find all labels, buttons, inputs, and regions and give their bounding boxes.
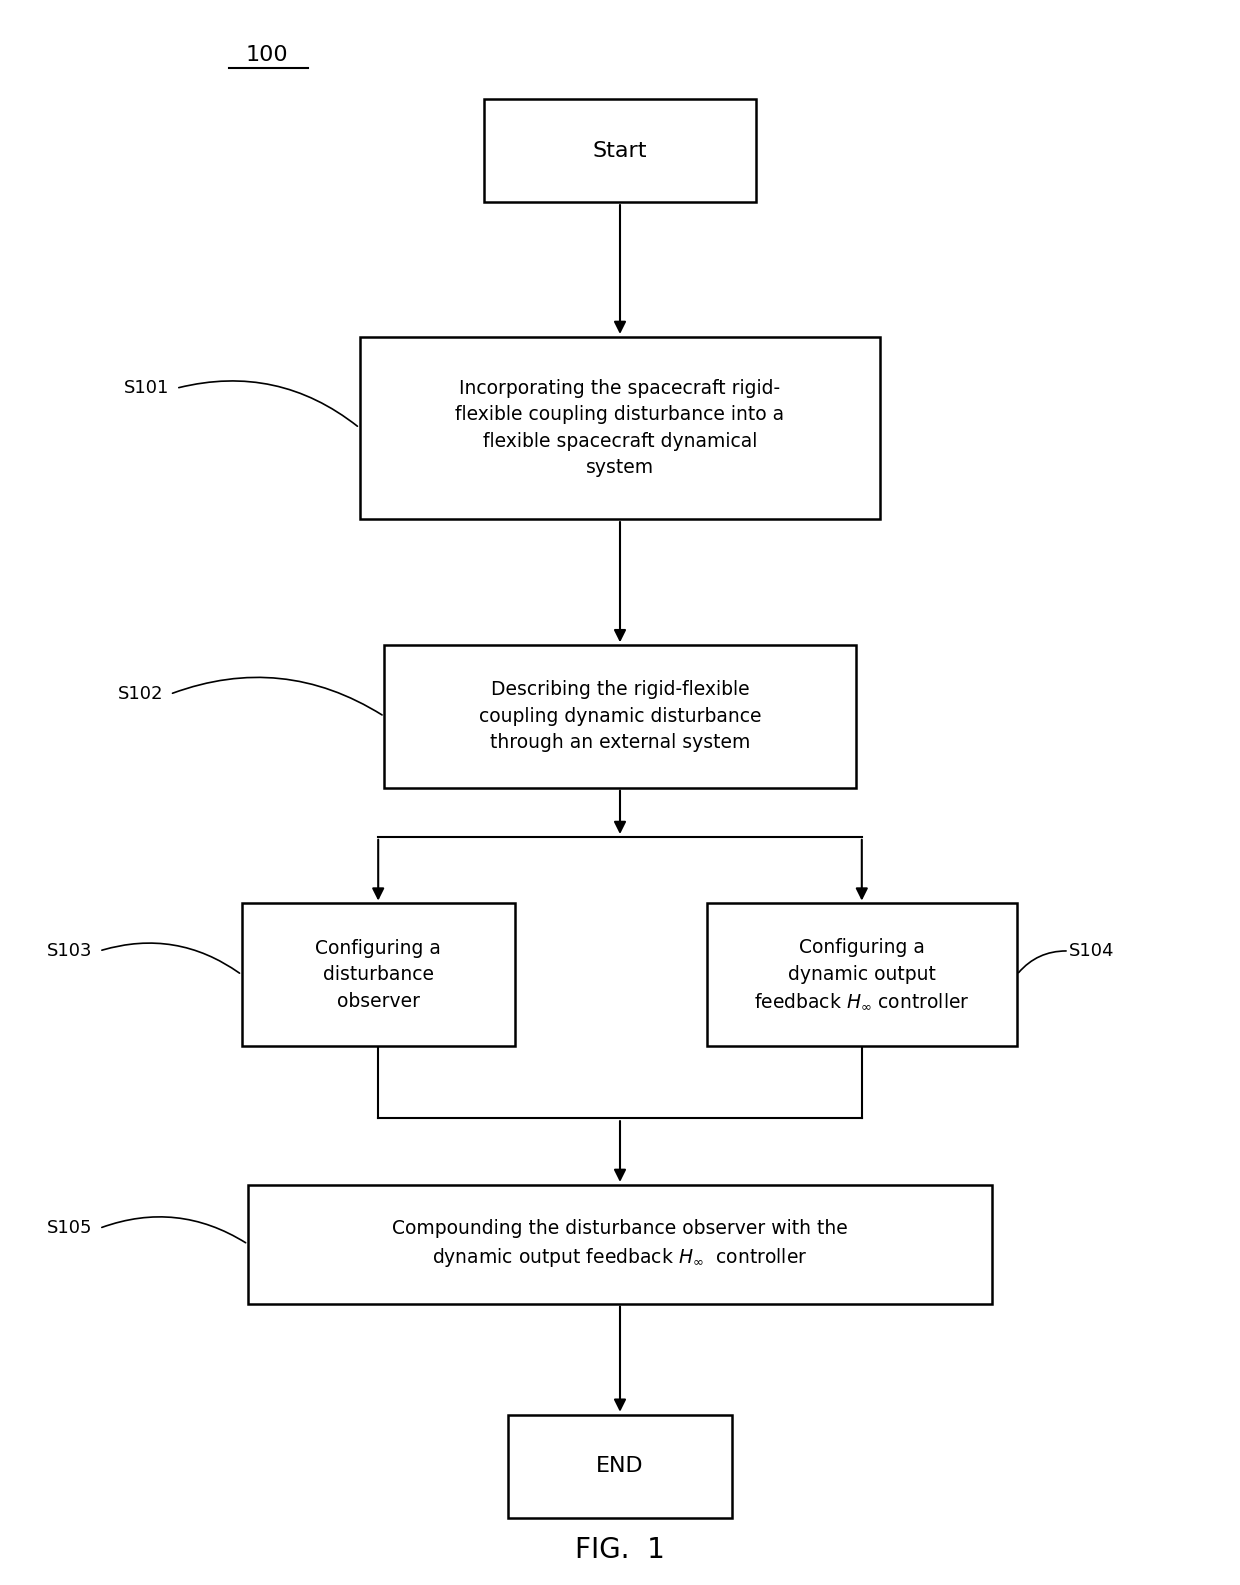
Text: Configuring a
dynamic output
feedback $H_{\infty}$ controller: Configuring a dynamic output feedback $H… — [754, 938, 970, 1011]
Text: Incorporating the spacecraft rigid-
flexible coupling disturbance into a
flexibl: Incorporating the spacecraft rigid- flex… — [455, 379, 785, 477]
FancyBboxPatch shape — [508, 1414, 732, 1518]
FancyBboxPatch shape — [484, 98, 756, 201]
Text: S102: S102 — [118, 685, 164, 704]
Text: END: END — [596, 1457, 644, 1476]
Text: Compounding the disturbance observer with the
dynamic output feedback $H_{\infty: Compounding the disturbance observer wit… — [392, 1219, 848, 1270]
FancyBboxPatch shape — [248, 1186, 992, 1303]
Text: S103: S103 — [47, 941, 93, 961]
FancyBboxPatch shape — [707, 903, 1017, 1046]
FancyBboxPatch shape — [242, 903, 515, 1046]
Text: 100: 100 — [246, 46, 288, 65]
Text: FIG.  1: FIG. 1 — [575, 1536, 665, 1564]
Text: Start: Start — [593, 141, 647, 160]
Text: Describing the rigid-flexible
coupling dynamic disturbance
through an external s: Describing the rigid-flexible coupling d… — [479, 680, 761, 753]
Text: S101: S101 — [124, 379, 170, 398]
Text: S104: S104 — [1069, 941, 1115, 961]
Text: S105: S105 — [47, 1219, 93, 1238]
FancyBboxPatch shape — [384, 645, 856, 788]
FancyBboxPatch shape — [360, 336, 880, 520]
Text: Configuring a
disturbance
observer: Configuring a disturbance observer — [315, 938, 441, 1011]
